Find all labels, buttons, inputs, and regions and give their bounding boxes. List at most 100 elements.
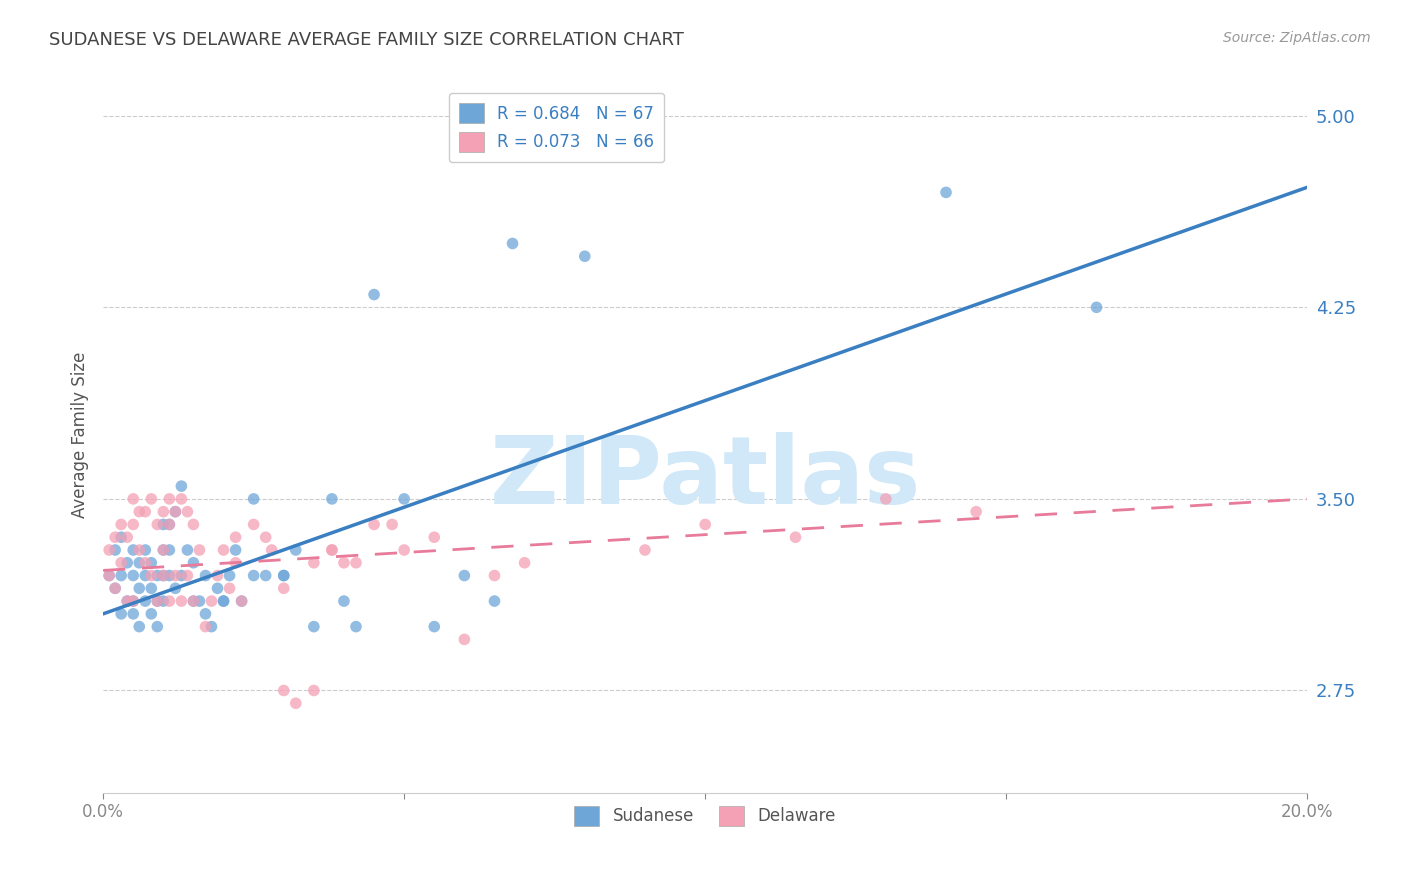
Point [785,530,807,544]
Point [231,594,253,608]
Point [134,568,156,582]
Point [875,491,897,506]
Point [254,530,277,544]
Point [183,517,205,532]
Point [134,543,156,558]
Point [183,556,205,570]
Point [194,607,217,621]
Point [242,568,264,582]
Point [128,582,150,596]
Point [344,619,367,633]
Point [170,568,193,582]
Point [122,491,145,506]
Point [212,594,235,608]
Point [157,517,180,532]
Point [157,568,180,582]
Point [231,594,253,608]
Point [218,582,240,596]
Point [170,479,193,493]
Legend: Sudanese, Delaware: Sudanese, Delaware [567,797,844,834]
Point [242,491,264,506]
Point [122,517,145,532]
Text: Source: ZipAtlas.com: Source: ZipAtlas.com [1223,31,1371,45]
Point [146,594,169,608]
Point [207,568,229,582]
Point [453,632,475,647]
Point [284,696,307,710]
Point [152,594,174,608]
Point [110,517,132,532]
Point [273,568,295,582]
Point [284,543,307,558]
Point [935,186,957,200]
Point [321,543,343,558]
Point [146,568,169,582]
Point [170,594,193,608]
Point [141,582,163,596]
Point [254,568,277,582]
Point [273,582,295,596]
Point [104,530,127,544]
Point [115,594,138,608]
Point [212,543,235,558]
Point [273,683,295,698]
Point [302,556,325,570]
Point [134,505,156,519]
Point [128,543,150,558]
Point [152,543,174,558]
Point [260,543,283,558]
Point [423,619,446,633]
Point [574,249,596,263]
Point [225,530,247,544]
Point [200,619,222,633]
Point [188,594,211,608]
Point [157,517,180,532]
Point [423,530,446,544]
Point [183,594,205,608]
Point [122,594,145,608]
Point [333,556,356,570]
Point [453,568,475,582]
Point [98,543,121,558]
Point [200,594,222,608]
Point [141,607,163,621]
Point [122,543,145,558]
Point [242,517,264,532]
Point [104,543,127,558]
Point [110,556,132,570]
Point [225,556,247,570]
Point [98,568,121,582]
Point [128,505,150,519]
Point [176,543,198,558]
Point [176,505,198,519]
Text: ZIPatlas: ZIPatlas [489,432,921,524]
Point [152,568,174,582]
Point [122,607,145,621]
Point [273,568,295,582]
Point [218,568,240,582]
Point [965,505,987,519]
Point [302,619,325,633]
Point [122,594,145,608]
Point [152,517,174,532]
Point [110,607,132,621]
Text: SUDANESE VS DELAWARE AVERAGE FAMILY SIZE CORRELATION CHART: SUDANESE VS DELAWARE AVERAGE FAMILY SIZE… [49,31,685,49]
Point [128,619,150,633]
Point [128,556,150,570]
Point [146,594,169,608]
Point [141,491,163,506]
Point [321,491,343,506]
Point [134,556,156,570]
Point [146,619,169,633]
Point [165,582,187,596]
Point [188,543,211,558]
Point [110,530,132,544]
Point [115,594,138,608]
Point [381,517,404,532]
Point [104,582,127,596]
Point [115,530,138,544]
Point [207,582,229,596]
Point [225,543,247,558]
Point [146,517,169,532]
Point [122,568,145,582]
